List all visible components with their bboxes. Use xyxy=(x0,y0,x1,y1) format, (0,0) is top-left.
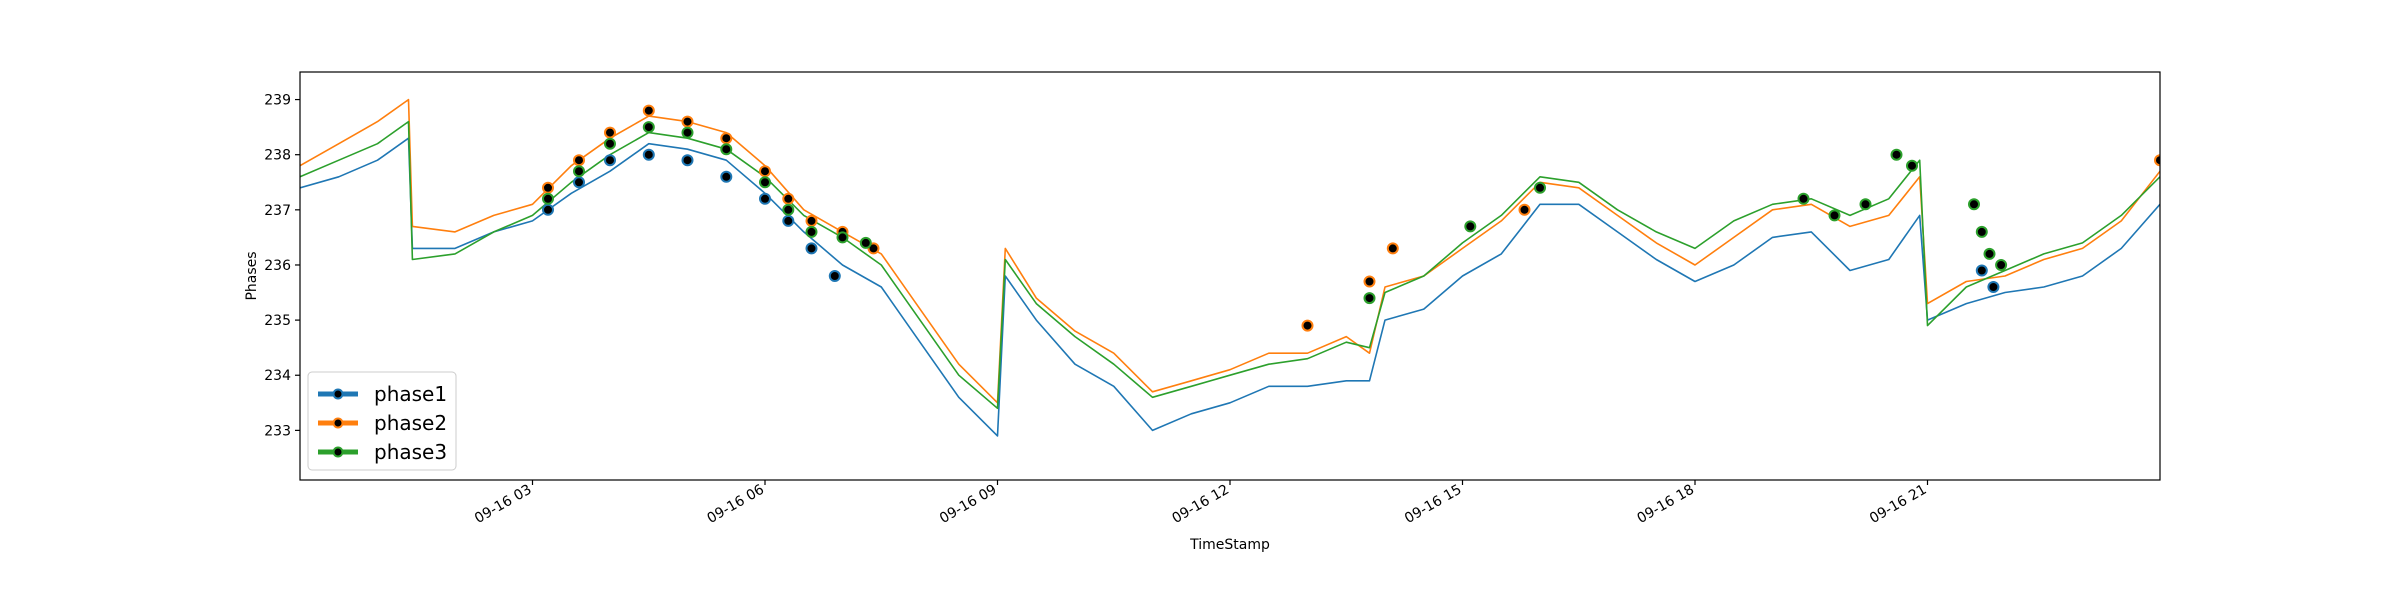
marker-phase1 xyxy=(1987,281,2000,293)
marker-phase3 xyxy=(1968,198,1980,211)
marker-phase3 xyxy=(720,143,733,156)
marker-phase3 xyxy=(1995,259,2008,271)
marker-phase3 xyxy=(1859,198,1872,211)
y-tick-label: 233 xyxy=(264,423,291,439)
marker-phase1 xyxy=(604,154,616,167)
legend-label-phase2: phase2 xyxy=(374,411,447,435)
marker-phase3 xyxy=(1890,148,1903,161)
marker-phase1 xyxy=(642,148,655,161)
marker-phase2 xyxy=(542,181,554,194)
marker-phase3 xyxy=(1797,192,1810,205)
marker-phase1 xyxy=(681,154,694,167)
marker-phase3 xyxy=(1534,181,1546,194)
marker-phase2 xyxy=(2154,154,2160,167)
y-tick-label: 238 xyxy=(264,148,291,164)
marker-phase3 xyxy=(1906,159,1918,172)
marker-phase2 xyxy=(1363,275,1376,288)
y-axis: 233 234 235 236 237 238 239 xyxy=(264,93,300,439)
marker-phase3 xyxy=(836,231,849,244)
marker-phase3 xyxy=(759,176,771,189)
marker-layer xyxy=(542,104,2160,332)
marker-phase3 xyxy=(782,203,795,216)
y-tick-label: 239 xyxy=(264,93,291,109)
marker-phase2 xyxy=(867,242,880,255)
marker-phase3 xyxy=(1464,220,1477,233)
y-axis-label: Phases xyxy=(244,251,260,300)
series-line-phase1 xyxy=(300,137,2160,437)
legend-marker-phase2 xyxy=(332,417,344,429)
marker-phase1 xyxy=(1975,264,1988,277)
y-tick-label: 237 xyxy=(264,203,291,219)
legend-marker-phase1 xyxy=(332,388,344,400)
marker-phase3 xyxy=(642,121,655,134)
marker-phase3 xyxy=(1828,209,1841,222)
marker-phase1 xyxy=(720,170,733,183)
y-tick-label: 234 xyxy=(264,368,291,384)
marker-phase1 xyxy=(573,176,585,189)
series-layer xyxy=(300,98,2160,437)
marker-phase3 xyxy=(542,192,554,205)
marker-phase2 xyxy=(573,154,585,167)
marker-phase2 xyxy=(782,192,795,205)
marker-phase2 xyxy=(805,214,818,227)
marker-phase3 xyxy=(859,236,872,249)
marker-phase1 xyxy=(542,203,554,216)
series-line-phase2 xyxy=(300,98,2160,404)
marker-phase3 xyxy=(1983,247,1996,260)
marker-phase2 xyxy=(1386,242,1399,255)
marker-phase3 xyxy=(681,126,694,139)
marker-phase1 xyxy=(782,214,795,227)
y-tick-label: 236 xyxy=(264,258,291,274)
x-axis-label: TimeStamp xyxy=(1189,537,1270,553)
series-line-phase3 xyxy=(300,120,2160,410)
y-tick-label: 235 xyxy=(264,313,291,329)
marker-phase3 xyxy=(604,137,616,150)
legend-label-phase1: phase1 xyxy=(374,382,447,406)
marker-phase2 xyxy=(681,115,694,128)
marker-phase2 xyxy=(1518,203,1531,216)
marker-phase2 xyxy=(1301,319,1314,332)
marker-phase3 xyxy=(1363,292,1376,305)
marker-phase2 xyxy=(642,104,655,117)
legend-marker-phase3 xyxy=(332,446,344,458)
marker-phase3 xyxy=(573,165,585,178)
marker-phase1 xyxy=(759,192,771,205)
marker-phase2 xyxy=(720,132,733,145)
marker-phase3 xyxy=(1975,225,1988,238)
legend-label-phase3: phase3 xyxy=(374,440,447,464)
marker-phase2 xyxy=(604,126,616,139)
marker-phase1 xyxy=(828,270,841,282)
marker-phase3 xyxy=(805,225,818,238)
marker-phase1 xyxy=(805,242,818,255)
marker-phase2 xyxy=(759,165,771,178)
legend: phase1 phase2 phase3 xyxy=(307,371,457,471)
